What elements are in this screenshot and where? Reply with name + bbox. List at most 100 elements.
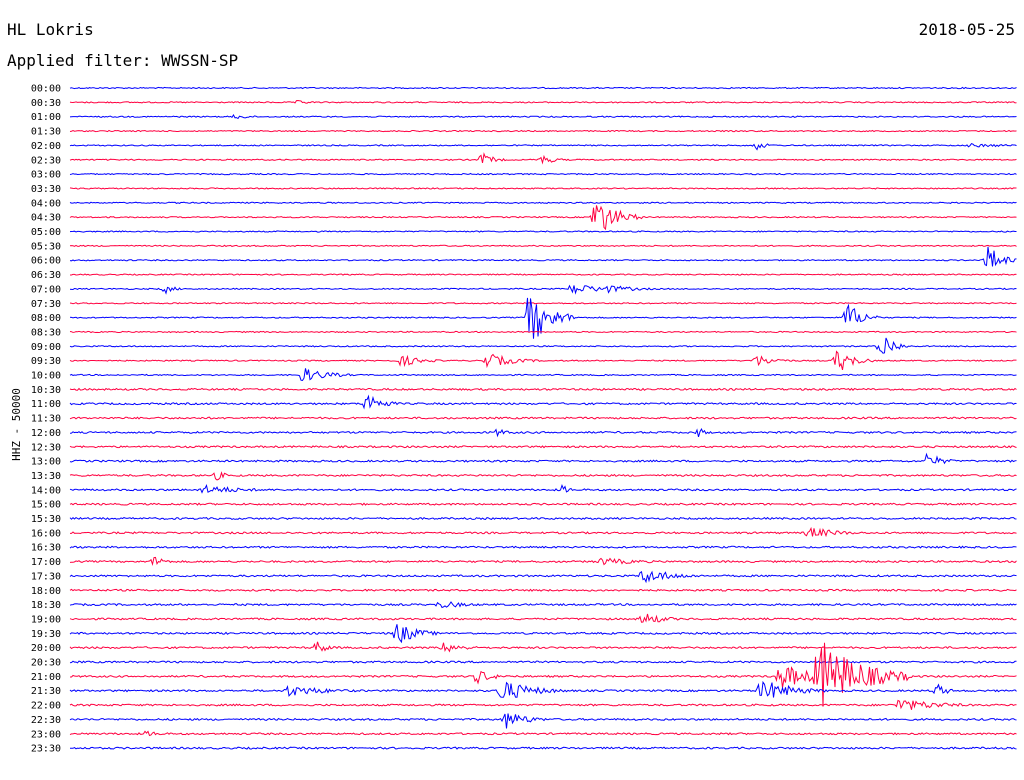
- time-tick-label: 13:30: [31, 471, 61, 482]
- time-tick-label: 16:30: [31, 543, 61, 554]
- time-tick-label: 12:30: [31, 442, 61, 453]
- seismic-trace-0130: [69, 129, 1017, 133]
- time-tick-label: 21:00: [31, 672, 61, 683]
- seismic-trace-0400: [69, 201, 1017, 205]
- time-tick-label: 23:30: [31, 744, 61, 755]
- time-tick-label: 17:00: [31, 557, 61, 568]
- seismic-trace-2330: [69, 746, 1017, 750]
- time-tick-label: 00:30: [31, 98, 61, 109]
- time-tick-label: 02:00: [31, 141, 61, 152]
- seismic-trace-1030: [69, 387, 1017, 391]
- seismic-trace-1300: [69, 452, 1017, 465]
- time-tick-label: 15:00: [31, 500, 61, 511]
- time-tick-label: 00:00: [31, 84, 61, 95]
- seismic-trace-2000: [69, 641, 1017, 653]
- time-tick-label: 07:00: [31, 284, 61, 295]
- time-tick-label: 20:00: [31, 643, 61, 654]
- seismic-trace-1100: [69, 394, 1017, 410]
- time-tick-label: 01:00: [31, 112, 61, 123]
- seismic-trace-1830: [69, 601, 1017, 609]
- time-tick-label: 08:30: [31, 327, 61, 338]
- time-tick-label: 10:00: [31, 371, 61, 382]
- time-tick-label: 18:00: [31, 586, 61, 597]
- time-tick-label: 05:00: [31, 227, 61, 238]
- time-tick-label: 09:00: [31, 342, 61, 353]
- time-tick-label: 11:30: [31, 414, 61, 425]
- seismic-trace-0930: [69, 350, 1017, 371]
- time-tick-label: 11:00: [31, 399, 61, 410]
- seismic-trace-0600: [69, 246, 1017, 267]
- seismic-trace-2100: [70, 642, 1017, 707]
- seismic-trace-1130: [69, 416, 1017, 420]
- time-tick-label: 22:30: [31, 715, 61, 726]
- seismic-trace-0230: [69, 152, 1017, 165]
- filter-label: Applied filter: WWSSN-SP: [7, 51, 239, 70]
- seismic-trace-2030: [69, 660, 1017, 664]
- seismic-trace-0700: [69, 284, 1017, 295]
- seismic-trace-0900: [69, 337, 1017, 354]
- seismic-trace-0000: [69, 86, 1017, 90]
- seismic-trace-1630: [69, 545, 1017, 549]
- time-tick-label: 04:30: [31, 213, 61, 224]
- seismic-trace-0730: [69, 302, 1017, 305]
- time-tick-label: 07:30: [31, 299, 61, 310]
- time-tick-label: 12:00: [31, 428, 61, 439]
- time-tick-label: 23:00: [31, 729, 61, 740]
- seismic-trace-0830: [69, 330, 1017, 334]
- time-tick-label: 21:30: [31, 686, 61, 697]
- seismic-trace-0800: [69, 297, 1017, 339]
- time-tick-label: 16:00: [31, 528, 61, 539]
- time-tick-label: 06:30: [31, 270, 61, 281]
- trace-group: [69, 86, 1017, 750]
- seismic-trace-1000: [69, 368, 1017, 382]
- seismic-trace-0300: [69, 172, 1017, 176]
- tick-label-group: 00:00 00:30 01:00 01:30 02:00 02:30 03:00 03:30…: [31, 84, 61, 755]
- time-tick-label: 04:00: [31, 198, 61, 209]
- time-tick-label: 13:00: [31, 457, 61, 468]
- seismic-trace-1900: [69, 613, 1017, 623]
- seismic-trace-1800: [69, 588, 1017, 592]
- time-tick-label: 05:30: [31, 241, 61, 252]
- seismic-trace-2230: [69, 713, 1017, 729]
- time-tick-label: 10:30: [31, 385, 61, 396]
- time-tick-label: 20:30: [31, 658, 61, 669]
- time-tick-label: 06:00: [31, 256, 61, 267]
- seismic-trace-1930: [69, 624, 1017, 644]
- seismic-trace-1700: [69, 556, 1017, 567]
- seismic-trace-2300: [69, 730, 1017, 737]
- seismic-trace-0530: [69, 244, 1017, 247]
- station-title: HL Lokris: [7, 20, 94, 39]
- time-tick-label: 19:00: [31, 614, 61, 625]
- seismic-trace-0200: [69, 142, 1017, 151]
- time-tick-label: 19:30: [31, 629, 61, 640]
- time-tick-label: 08:00: [31, 313, 61, 324]
- time-tick-label: 02:30: [31, 155, 61, 166]
- time-tick-label: 18:30: [31, 600, 61, 611]
- seismic-trace-0430: [69, 205, 1017, 231]
- seismic-trace-1500: [69, 502, 1017, 506]
- seismic-trace-0330: [69, 187, 1017, 190]
- time-tick-label: 03:00: [31, 170, 61, 181]
- seismic-trace-1730: [69, 570, 1017, 584]
- seismic-trace-0030: [69, 99, 1017, 104]
- time-tick-label: 17:30: [31, 571, 61, 582]
- seismic-trace-1530: [69, 516, 1017, 521]
- date-label: 2018-05-25: [918, 20, 1015, 39]
- seismic-trace-0630: [70, 273, 1017, 276]
- seismic-trace-1330: [69, 471, 1017, 481]
- time-tick-label: 15:30: [31, 514, 61, 525]
- seismic-trace-1230: [69, 445, 1017, 449]
- time-tick-label: 22:00: [31, 701, 61, 712]
- seismic-trace-0500: [69, 230, 1017, 233]
- seismic-trace-2130: [69, 680, 1017, 698]
- seismic-trace-1600: [70, 526, 1017, 538]
- seismic-trace-0100: [69, 114, 1017, 120]
- seismic-trace-1200: [69, 428, 1017, 438]
- time-tick-label: 09:30: [31, 356, 61, 367]
- seismic-trace-1400: [69, 483, 1017, 494]
- time-tick-label: 01:30: [31, 127, 61, 138]
- seismic-trace-2200: [69, 699, 1017, 710]
- time-tick-label: 03:30: [31, 184, 61, 195]
- time-tick-label: 14:00: [31, 485, 61, 496]
